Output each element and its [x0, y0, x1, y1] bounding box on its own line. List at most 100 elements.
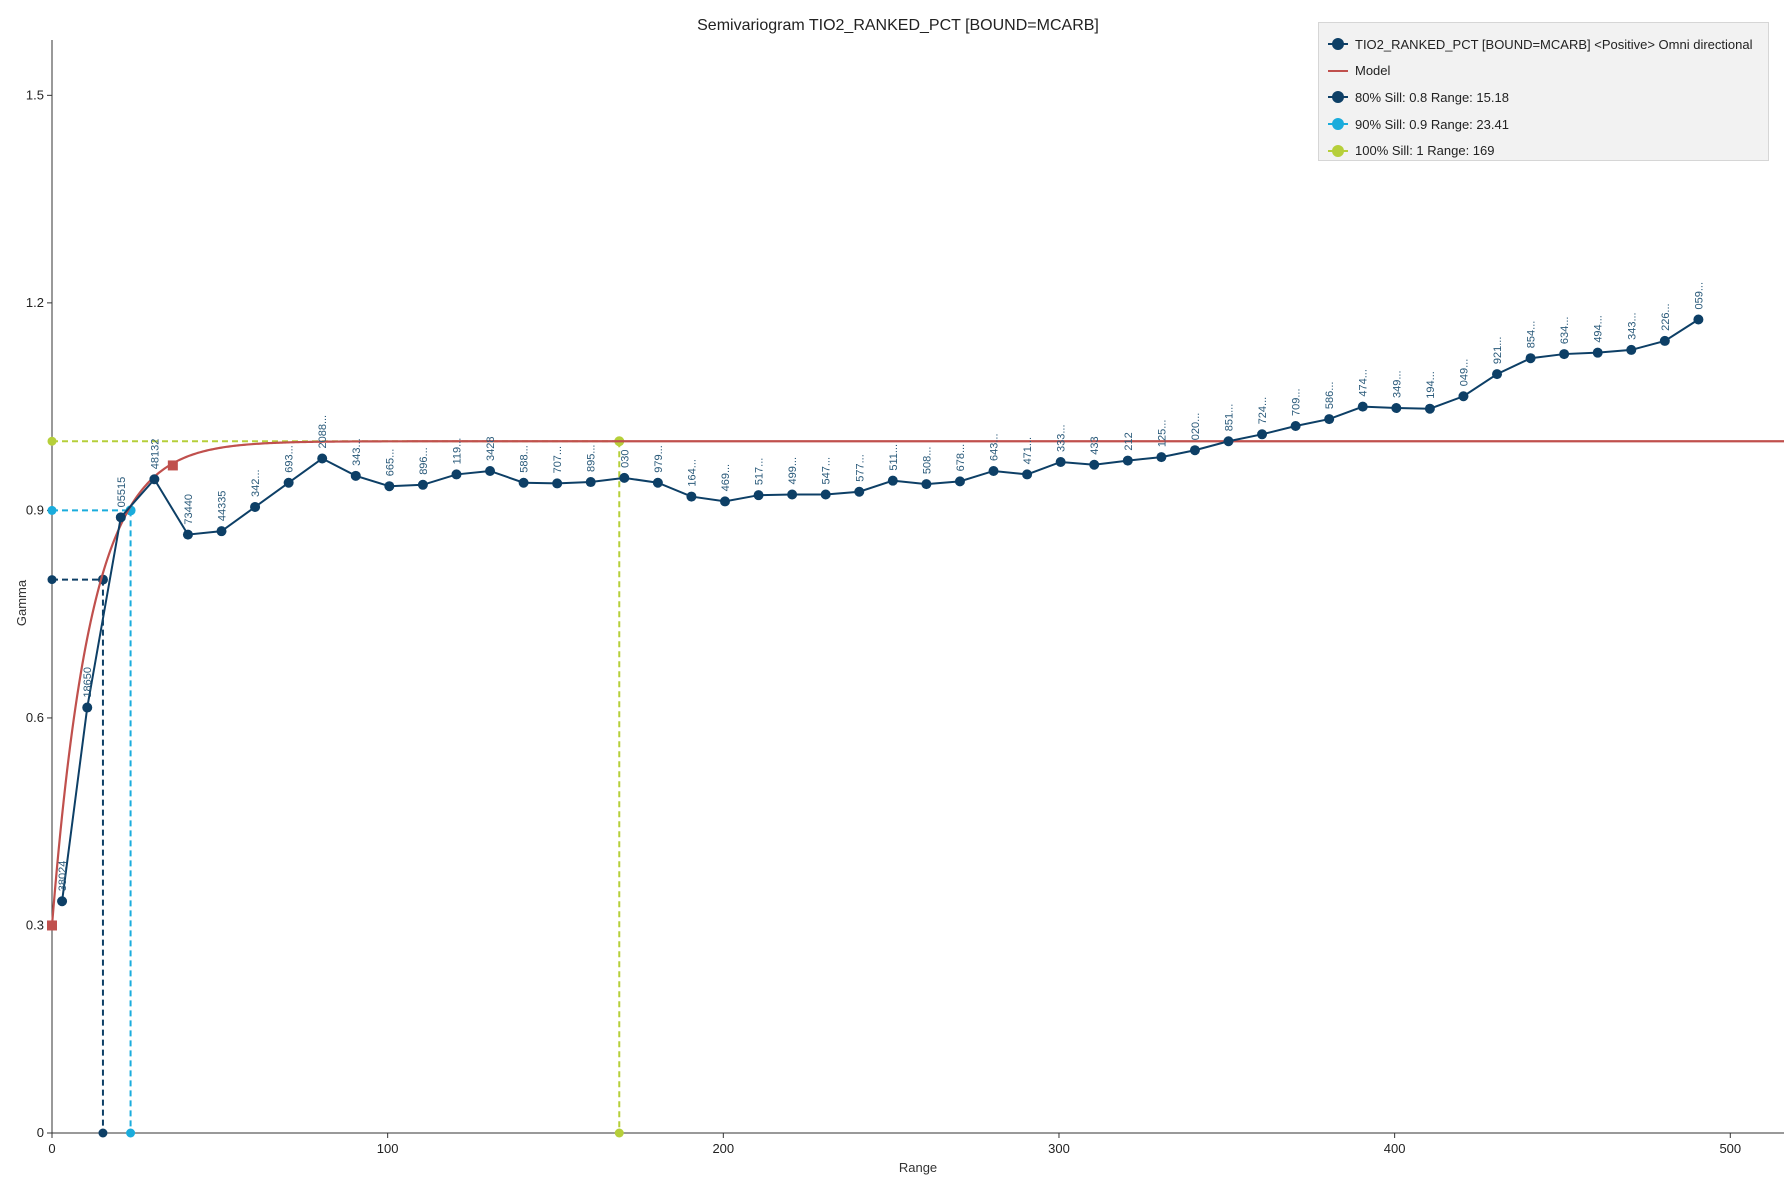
experimental-point-label: 343...	[1626, 312, 1638, 340]
experimental-point	[1324, 414, 1335, 425]
experimental-point-label: 030	[619, 450, 631, 468]
experimental-point	[1156, 452, 1167, 463]
experimental-point-label: 48132	[149, 439, 161, 470]
experimental-point-label: 709...	[1291, 388, 1303, 416]
experimental-point-label: 73440	[183, 494, 195, 525]
experimental-point-label: 433	[1089, 436, 1101, 454]
experimental-point-label: 471...	[1022, 437, 1034, 465]
y-tick-label: 0	[37, 1125, 44, 1140]
experimental-point-label: 049...	[1458, 359, 1470, 387]
y-tick-label: 1.2	[26, 295, 44, 310]
sill-90-y-marker	[47, 505, 57, 515]
experimental-point	[1391, 403, 1402, 414]
experimental-point-label: 921...	[1492, 337, 1504, 365]
experimental-point-label: 979...	[653, 445, 665, 473]
x-tick-label: 100	[377, 1141, 399, 1156]
legend-entry-experimental[interactable]: TIO2_RANKED_PCT [BOUND=MCARB] <Positive>…	[1327, 31, 1768, 58]
x-tick-label: 200	[712, 1141, 734, 1156]
axes: 0 0.3 0.6 0.9 1.2 1.5 0 100 200 300 400 500	[26, 40, 1784, 1156]
experimental-point	[1357, 401, 1368, 412]
experimental-point	[1022, 469, 1033, 480]
experimental-point-label: 474...	[1358, 369, 1370, 397]
experimental-point-label: 125...	[1156, 420, 1168, 448]
legend-entry-sill-90[interactable]: 90% Sill: 0.9 Range: 23.41	[1327, 111, 1768, 138]
experimental-point	[1055, 456, 1066, 467]
experimental-point-label: 020...	[1190, 413, 1202, 441]
experimental-point-label: 469...	[720, 464, 732, 492]
experimental-point-label: 333...	[1056, 424, 1068, 452]
experimental-series-line	[61, 318, 1699, 902]
experimental-point	[1659, 335, 1670, 346]
experimental-point	[1089, 459, 1100, 470]
y-tick-label: 1.5	[26, 87, 44, 102]
experimental-point-label: 634...	[1559, 317, 1571, 345]
legend-symbol-sill-80	[1327, 90, 1349, 104]
legend-entry-sill-100[interactable]: 100% Sill: 1 Range: 169	[1327, 137, 1768, 164]
experimental-point-label: 678...	[955, 444, 967, 472]
experimental-point-label: 119...	[451, 438, 463, 465]
legend-symbol-experimental	[1327, 37, 1349, 51]
experimental-point	[1424, 403, 1435, 414]
experimental-point	[1559, 349, 1570, 360]
x-tick-label: 500	[1719, 1141, 1741, 1156]
experimental-point-label: 851...	[1223, 404, 1235, 432]
experimental-point	[250, 501, 261, 512]
experimental-point-label: 511...	[888, 444, 900, 471]
experimental-point-label: 586...	[1324, 382, 1336, 410]
sill-100-x-marker	[614, 1128, 624, 1138]
experimental-point-label: 44335	[217, 491, 229, 522]
experimental-point-label: 693...	[284, 445, 296, 473]
model-marker	[47, 920, 57, 931]
experimental-point	[1492, 369, 1503, 380]
experimental-point	[1122, 455, 1133, 466]
experimental-point-label: 547...	[821, 457, 833, 485]
experimental-point-label: 226...	[1660, 303, 1672, 331]
sill-guides	[47, 436, 625, 1138]
experimental-point	[82, 702, 93, 713]
experimental-point-label: 895...	[586, 445, 598, 473]
experimental-point	[652, 477, 663, 488]
experimental-point	[1290, 421, 1301, 432]
experimental-point	[787, 489, 798, 500]
experimental-point-label: 643...	[989, 433, 1001, 461]
experimental-point	[854, 486, 865, 497]
experimental-point-label: 2088...	[317, 415, 329, 449]
experimental-point	[1693, 314, 1704, 325]
experimental-point	[887, 475, 898, 486]
experimental-point	[1458, 391, 1469, 402]
experimental-point-label: 194...	[1425, 371, 1437, 399]
legend-entry-model[interactable]: Model	[1327, 58, 1768, 85]
experimental-point	[1592, 347, 1603, 358]
legend-label-model: Model	[1355, 63, 1391, 79]
experimental-point	[921, 479, 932, 490]
experimental-point-label: 499...	[787, 457, 799, 485]
experimental-point	[451, 469, 462, 480]
sill-100-y-marker	[47, 436, 57, 446]
model-marker	[167, 460, 178, 471]
experimental-point-label: 164...	[686, 459, 698, 487]
chart-title: Semivariogram TIO2_RANKED_PCT [BOUND=MCA…	[697, 17, 1099, 34]
legend-label-sill-90: 90% Sill: 0.9 Range: 23.41	[1355, 116, 1509, 132]
experimental-point	[216, 526, 227, 537]
x-tick-label: 0	[48, 1141, 55, 1156]
legend-label-experimental: TIO2_RANKED_PCT [BOUND=MCARB] <Positive>…	[1355, 36, 1753, 52]
experimental-point-label: 349...	[1391, 370, 1403, 398]
experimental-point-label: 38024	[57, 861, 69, 892]
experimental-point	[552, 478, 563, 489]
experimental-point	[57, 896, 68, 907]
experimental-point-label: 724...	[1257, 397, 1269, 425]
experimental-point-label: 517...	[754, 458, 766, 486]
model-layer	[47, 440, 1784, 931]
experimental-point	[115, 512, 126, 523]
legend-entry-sill-80[interactable]: 80% Sill: 0.8 Range: 15.18	[1327, 84, 1768, 111]
sill-80-x-marker	[98, 1128, 108, 1138]
experimental-point-label: 665...	[384, 449, 396, 477]
experimental-point	[149, 474, 160, 485]
experimental-point	[719, 496, 730, 507]
experimental-point	[1257, 429, 1268, 440]
experimental-point	[518, 477, 529, 488]
experimental-point-label: 854...	[1526, 321, 1538, 349]
experimental-point-label: 18650	[82, 667, 94, 698]
x-tick-label: 300	[1048, 1141, 1070, 1156]
